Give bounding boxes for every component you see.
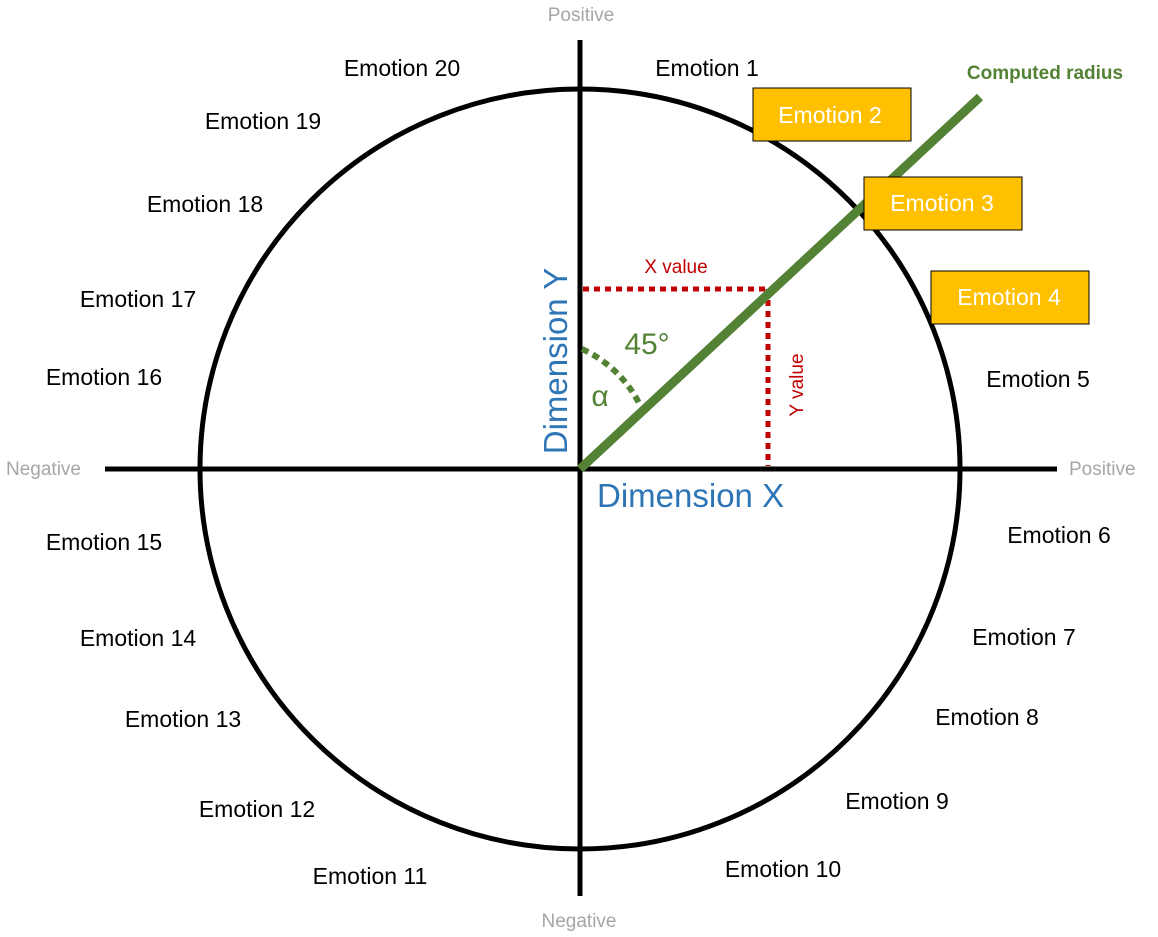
angle-arc <box>580 346 643 407</box>
y-axis-title: Dimension Y <box>537 268 574 454</box>
emotion-label-11: Emotion 11 <box>313 863 428 889</box>
alpha-symbol: α <box>591 380 608 413</box>
emotion-label-12: Emotion 12 <box>199 796 315 822</box>
emotion-label-17: Emotion 17 <box>80 286 196 312</box>
emotion-label-10: Emotion 10 <box>725 856 841 882</box>
emotion-label-4: Emotion 4 <box>957 284 1061 310</box>
emotion-3-box <box>863 176 1023 231</box>
emotion-label-18: Emotion 18 <box>147 191 263 217</box>
emotion-label-16: Emotion 16 <box>46 364 162 390</box>
emotion-label-19: Emotion 19 <box>205 108 321 134</box>
emotion-label-7: Emotion 7 <box>972 624 1076 650</box>
emotion-label-3: Emotion 3 <box>890 190 994 216</box>
top-pole-label: Positive <box>548 5 615 26</box>
emotion-label-8: Emotion 8 <box>935 704 1039 730</box>
bottom-pole-label: Negative <box>542 911 617 932</box>
emotion-label-20: Emotion 20 <box>344 55 460 81</box>
right-pole-label: Positive <box>1069 459 1136 480</box>
y-value-label: Y value <box>787 353 808 416</box>
emotion-label-5: Emotion 5 <box>986 366 1090 392</box>
emotion-2-box <box>752 87 912 142</box>
x-axis-title: Dimension X <box>597 477 784 514</box>
computed-radius-line <box>576 93 984 473</box>
angle-value-label: 45° <box>624 328 669 361</box>
emotion-label-1: Emotion 1 <box>655 55 759 81</box>
emotion-label-13: Emotion 13 <box>125 706 241 732</box>
emotion-label-15: Emotion 15 <box>46 529 162 555</box>
left-pole-label: Negative <box>6 459 81 480</box>
emotion-label-6: Emotion 6 <box>1007 522 1111 548</box>
emotion-4-box <box>930 270 1090 325</box>
x-value-label: X value <box>644 257 707 278</box>
emotion-label-9: Emotion 9 <box>845 788 949 814</box>
computed-radius-label: Computed radius <box>967 63 1123 84</box>
emotion-label-14: Emotion 14 <box>80 625 197 651</box>
emotion-label-2: Emotion 2 <box>778 102 882 128</box>
